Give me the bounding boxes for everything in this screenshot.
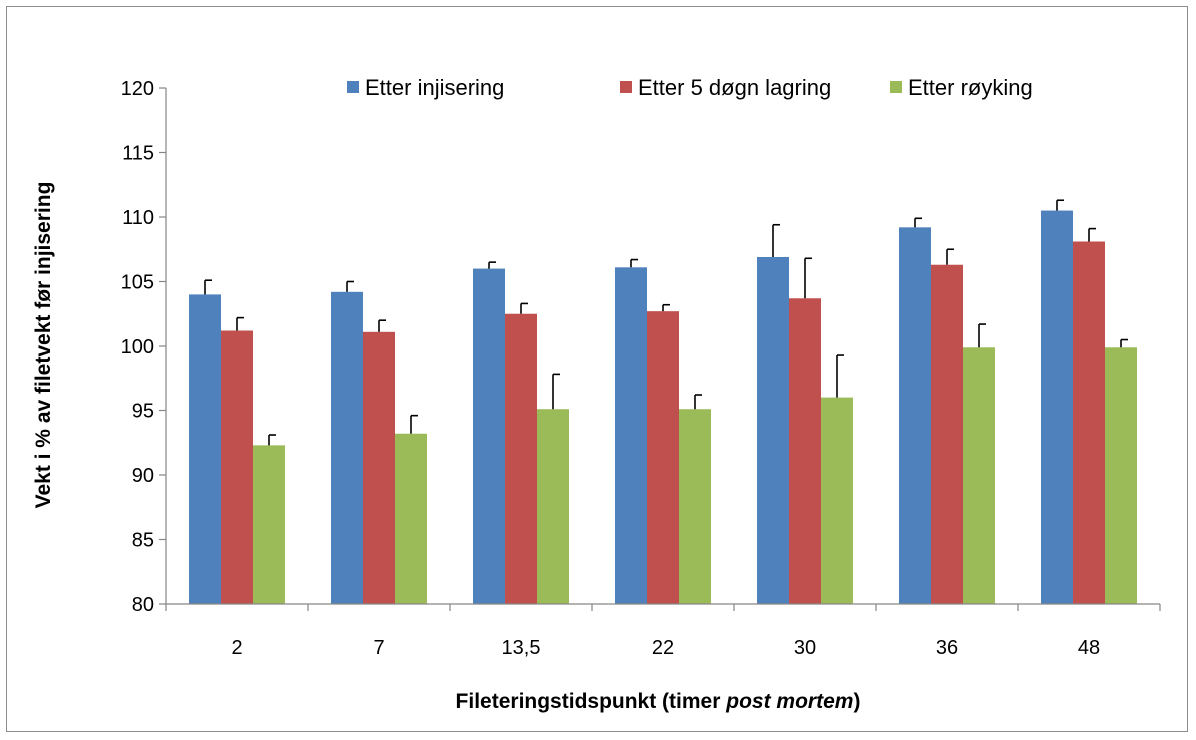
y-tick-label: 80 xyxy=(132,594,154,616)
bar xyxy=(1105,347,1137,604)
x-tick-label: 13,5 xyxy=(502,637,541,659)
bar xyxy=(931,264,963,604)
x-axis-title-part: ) xyxy=(853,690,860,713)
legend-swatch xyxy=(890,81,902,93)
x-tick-label: 2 xyxy=(231,637,242,659)
legend-label: Etter røyking xyxy=(908,75,1033,100)
y-axis-title: Vekt i % av filetvekt før injisering xyxy=(32,182,55,509)
bar xyxy=(963,347,995,604)
bar xyxy=(899,227,931,604)
x-axis-title-italic: post mortem xyxy=(725,690,853,713)
y-tick-label: 115 xyxy=(122,143,154,165)
bar xyxy=(331,291,363,604)
y-tick-label: 95 xyxy=(132,401,154,423)
bar xyxy=(1073,241,1105,604)
legend-label: Etter 5 døgn lagring xyxy=(638,75,831,100)
bar xyxy=(679,409,711,604)
bar xyxy=(789,298,821,604)
bar xyxy=(189,294,221,604)
bar xyxy=(1041,210,1073,605)
y-tick-label: 85 xyxy=(132,530,154,552)
bar xyxy=(537,409,569,604)
x-axis-title: Fileteringstidspunkt (timer post mortem) xyxy=(456,690,861,713)
bar xyxy=(505,313,537,604)
y-tick-label: 90 xyxy=(132,465,154,487)
x-tick-label: 22 xyxy=(652,637,674,659)
bar xyxy=(647,311,679,604)
x-tick-label: 30 xyxy=(794,637,816,659)
legend-label: Etter injisering xyxy=(365,75,504,100)
bar xyxy=(821,397,853,604)
y-tick-label: 105 xyxy=(121,272,154,294)
y-tick-label: 110 xyxy=(122,207,154,229)
bar xyxy=(221,330,253,604)
bar xyxy=(363,331,395,604)
bar xyxy=(615,267,647,604)
bar xyxy=(757,256,789,604)
bar xyxy=(473,268,505,604)
x-tick-label: 48 xyxy=(1078,637,1100,659)
legend-swatch xyxy=(620,81,632,93)
legend-swatch xyxy=(347,81,359,93)
x-tick-label: 36 xyxy=(936,637,958,659)
plot-area: 80 85 90 95 100 105 110 115 120 2 7 13,5 22 30 36 48 xyxy=(121,78,1161,659)
x-tick-label: 7 xyxy=(373,637,384,659)
x-axis-title-part: Fileteringstidspunkt (timer xyxy=(456,690,727,713)
legend: Etter injisering Etter 5 døgn lagring Ette… xyxy=(347,75,1033,100)
y-tick-label: 120 xyxy=(121,78,154,100)
y-axis-title-group: Vekt i % av filetvekt før injisering xyxy=(32,182,55,509)
bar xyxy=(253,445,285,604)
y-tick-label: 100 xyxy=(121,336,154,358)
bar xyxy=(395,433,427,604)
